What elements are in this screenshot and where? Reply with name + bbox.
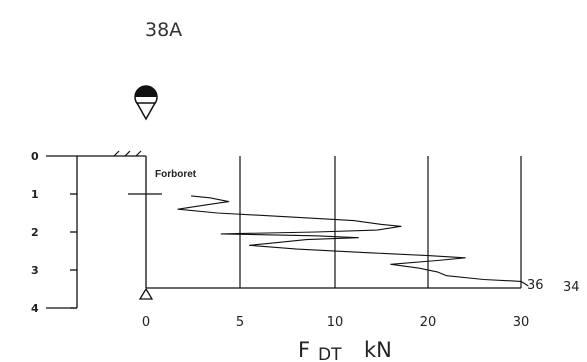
force-tick-label: 10 — [327, 315, 344, 330]
depth-tick-label: 2 — [31, 226, 39, 239]
depth-axis — [46, 155, 521, 309]
depth-tick-label: 1 — [31, 188, 39, 201]
predrill-label: Forboret — [155, 169, 197, 180]
axis-title-sub: DT — [318, 345, 342, 362]
depth-tick-label: 3 — [31, 264, 39, 277]
depth-tick-label: 4 — [31, 302, 39, 315]
end-value-right: 34 — [563, 280, 580, 295]
axis-title-main: F — [298, 338, 310, 362]
force-tick-label: 5 — [236, 315, 244, 330]
bottom-triangle-icon — [138, 287, 154, 300]
end-value-left: 36 — [527, 278, 544, 293]
depth-tick-label: 0 — [31, 150, 39, 163]
force-gridlines — [239, 156, 522, 288]
fixed-top-hatch-icon — [113, 150, 142, 157]
axis-title-unit: kN — [364, 338, 392, 362]
borehole-symbol-icon — [134, 85, 158, 121]
force-depth-series-line — [177, 195, 529, 287]
force-tick-labels: 0 5 10 20 30 — [142, 315, 529, 330]
diagram-title: 38A — [145, 19, 182, 41]
depth-ticks: 0 1 2 3 4 — [31, 150, 77, 315]
force-tick-label: 30 — [513, 315, 530, 330]
force-tick-label: 0 — [142, 315, 150, 330]
series-layer — [177, 195, 529, 287]
force-tick-label: 20 — [420, 315, 437, 330]
